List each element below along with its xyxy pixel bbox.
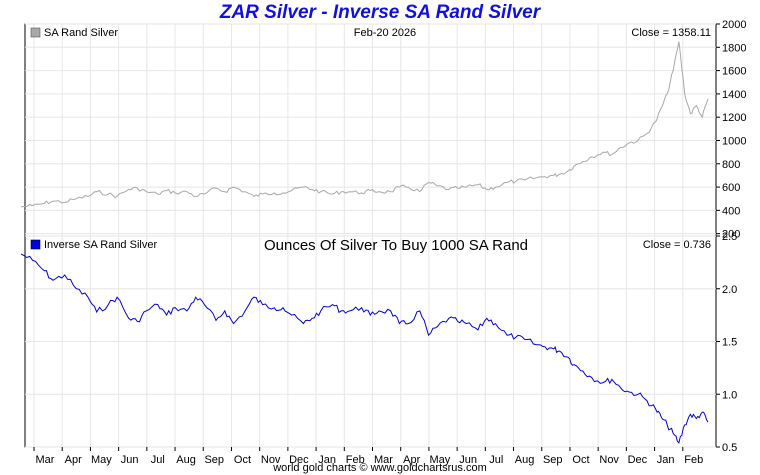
y-tick-label: 2.5 xyxy=(722,231,737,243)
y-tick-label: 400 xyxy=(722,205,740,217)
top-grid xyxy=(25,23,716,236)
bottom-chart-title: Ounces Of Silver To Buy 1000 SA Rand xyxy=(264,237,528,254)
x-tick-label: Dec xyxy=(289,454,309,466)
bottom-legend-swatch xyxy=(30,239,41,250)
y-tick-label: 1000 xyxy=(722,135,746,147)
bottom-y-axis: 0.5 1.0 1.5 2.0 2.5 xyxy=(716,231,737,454)
y-tick-label: 1800 xyxy=(722,42,746,54)
x-tick-label: Oct xyxy=(572,454,589,466)
top-date-label: Feb-20 2026 xyxy=(354,27,416,39)
y-tick-label: 600 xyxy=(722,182,740,194)
x-tick-label: Jun xyxy=(121,454,139,466)
x-tick-label: Nov xyxy=(599,454,619,466)
x-tick-label: Jul xyxy=(151,454,165,466)
top-legend-swatch xyxy=(30,27,41,38)
top-panel-frame xyxy=(24,23,717,237)
top-close-label: Close = 1358.11 xyxy=(631,27,711,39)
sa-rand-silver-line xyxy=(20,41,709,208)
x-tick-label: Sep xyxy=(204,454,224,466)
y-tick-label: 1.0 xyxy=(722,389,737,401)
inverse-sa-rand-silver-line xyxy=(20,253,709,444)
x-tick-label: May xyxy=(91,454,112,466)
x-tick-label: Sep xyxy=(543,454,563,466)
x-tick-label: Oct xyxy=(234,454,251,466)
x-tick-label: May xyxy=(430,454,451,466)
top-y-axis: 200 400 600 800 1000 1200 1400 1600 1800 2000 xyxy=(716,19,746,241)
top-legend-label: SA Rand Silver xyxy=(44,27,118,39)
bottom-series-group xyxy=(20,253,709,444)
x-tick-label: Nov xyxy=(261,454,281,466)
bottom-legend-label: Inverse SA Rand Silver xyxy=(44,239,157,251)
y-tick-label: 2000 xyxy=(722,19,746,31)
y-tick-label: 1600 xyxy=(722,66,746,78)
x-tick-label: Aug xyxy=(515,454,535,466)
x-axis: Mar Apr May Jun Jul Aug Sep Oct Nov Dec Jan Feb Mar A… xyxy=(33,447,703,466)
x-tick-label: Jul xyxy=(489,454,503,466)
x-tick-label: Mar xyxy=(374,454,393,466)
bottom-grid xyxy=(25,235,716,448)
y-tick-label: 800 xyxy=(722,159,740,171)
y-tick-label: 200 xyxy=(722,229,740,241)
x-tick-label: Jan xyxy=(318,454,336,466)
x-tick-label: Aug xyxy=(176,454,196,466)
x-tick-label: Feb xyxy=(684,454,703,466)
y-tick-label: 2.0 xyxy=(722,284,737,296)
x-tick-label: Jun xyxy=(459,454,477,466)
top-series-group xyxy=(20,41,709,208)
y-tick-label: 1400 xyxy=(722,89,746,101)
silver-price-panel: 200 400 600 800 1000 1200 1400 1600 1800 2000 SA … xyxy=(20,19,746,241)
footer-credit: world gold charts © www.goldchartsrus.co… xyxy=(273,462,487,474)
y-tick-label: 0.5 xyxy=(722,442,737,454)
x-tick-label: Apr xyxy=(403,454,420,466)
x-tick-label: Feb xyxy=(346,454,365,466)
x-tick-label: Mar xyxy=(36,454,55,466)
x-tick-label: Jan xyxy=(657,454,675,466)
page-title: ZAR Silver - Inverse SA Rand Silver xyxy=(219,2,541,23)
y-tick-label: 1200 xyxy=(722,112,746,124)
y-tick-label: 1.5 xyxy=(722,337,737,349)
bottom-close-label: Close = 0.736 xyxy=(643,239,711,251)
x-tick-label: Dec xyxy=(628,454,648,466)
x-tick-label: Apr xyxy=(65,454,82,466)
inverse-silver-panel: 0.5 1.0 1.5 2.0 2.5 Inverse SA Rand Silver O… xyxy=(20,231,737,454)
